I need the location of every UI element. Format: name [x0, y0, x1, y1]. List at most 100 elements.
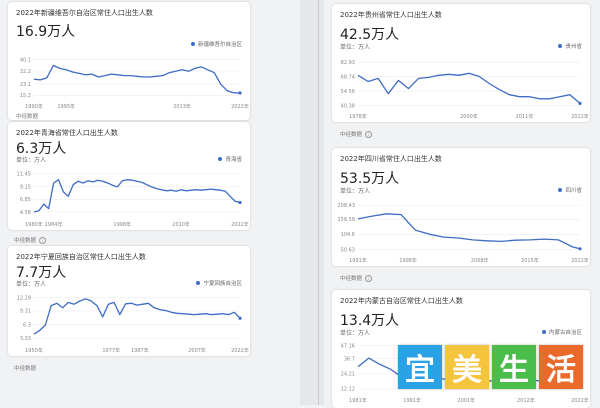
info-icon[interactable]: i	[39, 236, 47, 244]
y-tick-label: 24.21	[341, 372, 355, 378]
x-tick-label: 2022年	[231, 347, 249, 354]
legend-label: 青海省	[225, 157, 242, 163]
card-value: 42.5万人	[340, 27, 400, 43]
page-gutter	[300, 0, 324, 405]
y-tick-label: 12.29	[17, 295, 31, 301]
chart-card-qinghai: 2022年青海省常住人口出生人数 6.3万人 单位：万人 青海省 4.58 6.8…	[8, 122, 250, 230]
legend-dot-icon	[558, 44, 563, 48]
card-title: 2022年贵州省常住人口出生人数	[340, 11, 442, 19]
x-tick-label: 1981年	[349, 397, 367, 404]
line-chart-xinjiang: 15.2 23.1 32.2 40.1 1990年 1995年 2013年 2022年	[20, 57, 249, 110]
source-label: 中经数据	[16, 114, 39, 120]
legend-label: 四川省	[565, 188, 582, 194]
x-tick-label: 2015年	[521, 257, 539, 264]
unit-label: 单位：万人	[16, 157, 47, 164]
y-tick-label: 6.85	[20, 197, 31, 203]
legend-dot-icon	[190, 42, 195, 46]
x-tick-label: 1978年	[349, 113, 367, 120]
x-tick-label: 2010年	[172, 221, 190, 228]
unit-label: 单位：万人	[340, 44, 371, 51]
card-value: 16.9万人	[16, 24, 76, 40]
logo-tile: 美	[445, 345, 489, 389]
chart-legend: 新疆维吾尔自治区	[190, 40, 242, 48]
chart-legend: 青海省	[218, 155, 242, 163]
data-point[interactable]	[578, 101, 582, 105]
x-tick-label: 1980年	[25, 221, 43, 228]
x-tick-label: 1987年	[131, 347, 149, 354]
source-note-ningxia: 中经数据	[14, 364, 36, 372]
line-chart-ningxia: 3.33 6.3 9.31 12.29 1950年 1977年 1987年 2007年 2022…	[17, 295, 249, 354]
legend-label: 贵州省	[565, 44, 582, 50]
legend-label: 内蒙古自治区	[548, 330, 582, 336]
unit-label: 单位：万人	[340, 330, 371, 337]
source-note-sichuan: 中经数据 i	[340, 274, 373, 282]
x-tick-label: 2013年	[173, 103, 191, 110]
line-chart-guizhou: 40.38 54.56 68.74 82.93 1978年 2000年 2011年 2022年	[341, 60, 589, 120]
logo-tile: 生	[492, 345, 536, 389]
y-tick-label: 208.43	[338, 203, 356, 209]
data-point[interactable]	[578, 247, 582, 251]
x-tick-label: 2000年	[460, 113, 478, 120]
x-tick-label: 2022年	[571, 113, 589, 120]
y-tick-label: 54.56	[341, 89, 355, 95]
x-tick-label: 1991年	[403, 397, 421, 404]
y-tick-label: 32.2	[20, 69, 31, 75]
y-tick-label: 104.6	[341, 232, 355, 238]
chart-legend: 宁夏回族自治区	[196, 279, 242, 287]
y-tick-label: 50.63	[341, 247, 355, 253]
info-icon[interactable]: i	[365, 130, 373, 138]
unit-label: 单位：万人	[16, 281, 47, 288]
x-tick-label: 2022年	[571, 397, 589, 404]
x-tick-label: 1950年	[25, 347, 43, 354]
card-title: 2022年青海省常住人口出生人数	[16, 129, 118, 137]
source-note-qinghai: 中经数据 i	[14, 236, 47, 244]
series-line	[33, 179, 241, 213]
y-tick-label: 68.74	[341, 74, 355, 80]
chart-legend: 内蒙古自治区	[541, 328, 582, 336]
x-tick-label: 2011年	[516, 113, 534, 120]
x-tick-label: 1984年	[45, 221, 63, 228]
card-title: 2022年新疆维吾尔自治区常住人口出生人数	[16, 9, 153, 17]
line-chart-sichuan: 50.63 104.6 158.58 208.43 1991年 1998年 2008年 201…	[338, 203, 589, 264]
x-tick-label: 2022年	[231, 103, 249, 110]
watermark-logo: 宜 美 生 活	[398, 345, 586, 389]
legend-label: 新疆维吾尔自治区	[197, 42, 242, 48]
chart-card-ningxia: 2022年宁夏回族自治区常住人口出生人数 7.7万人 单位：万人 宁夏回族自治区…	[8, 246, 250, 356]
y-tick-label: 40.38	[341, 103, 355, 109]
info-icon[interactable]: i	[365, 274, 373, 282]
source-note-guizhou: 中经数据 i	[340, 130, 373, 138]
chart-legend: 贵州省	[558, 42, 582, 50]
x-tick-label: 2007年	[188, 347, 206, 354]
y-tick-label: 6.3	[23, 322, 31, 328]
x-tick-label: 1998年	[399, 257, 417, 264]
legend-dot-icon	[218, 157, 223, 161]
chart-card-guizhou: 2022年贵州省常住人口出生人数 42.5万人 单位：万人 贵州省 40.38 5…	[332, 4, 590, 122]
y-tick-label: 158.58	[338, 217, 356, 223]
card-title: 2022年四川省常住人口出生人数	[340, 155, 442, 163]
y-tick-label: 82.93	[341, 60, 355, 66]
column-divider	[318, 0, 319, 405]
source-note: 中经数据	[16, 112, 38, 120]
x-tick-label: 2022年	[231, 221, 249, 228]
y-tick-label: 9.15	[20, 184, 31, 190]
source-label: 中经数据	[14, 238, 37, 244]
x-tick-label: 2022年	[571, 257, 589, 264]
chart-card-xinjiang: 2022年新疆维吾尔自治区常住人口出生人数 16.9万人 新疆维吾尔自治区 15…	[8, 2, 250, 120]
y-tick-label: 4.58	[20, 210, 31, 216]
y-tick-label: 40.1	[20, 57, 31, 63]
chart-legend: 四川省	[558, 186, 582, 194]
data-point[interactable]	[238, 200, 242, 205]
legend-dot-icon	[558, 188, 563, 192]
series-line	[357, 213, 581, 250]
data-point[interactable]	[238, 91, 242, 95]
y-tick-label: 36.7	[344, 356, 355, 362]
data-point[interactable]	[238, 316, 242, 320]
source-label: 中经数据	[340, 132, 363, 138]
line-chart-qinghai: 4.58 6.85 9.15 11.45 1980年 1984年 1998年 2010年 202…	[17, 172, 249, 228]
x-tick-label: 1990年	[25, 103, 43, 110]
chart-card-sichuan: 2022年四川省常住人口出生人数 53.5万人 单位：万人 四川省 50.63 1…	[332, 148, 590, 266]
x-tick-label: 1977年	[102, 347, 120, 354]
x-tick-label: 2008年	[471, 257, 489, 264]
y-tick-label: 47.16	[341, 343, 355, 349]
legend-label: 宁夏回族自治区	[203, 281, 242, 287]
